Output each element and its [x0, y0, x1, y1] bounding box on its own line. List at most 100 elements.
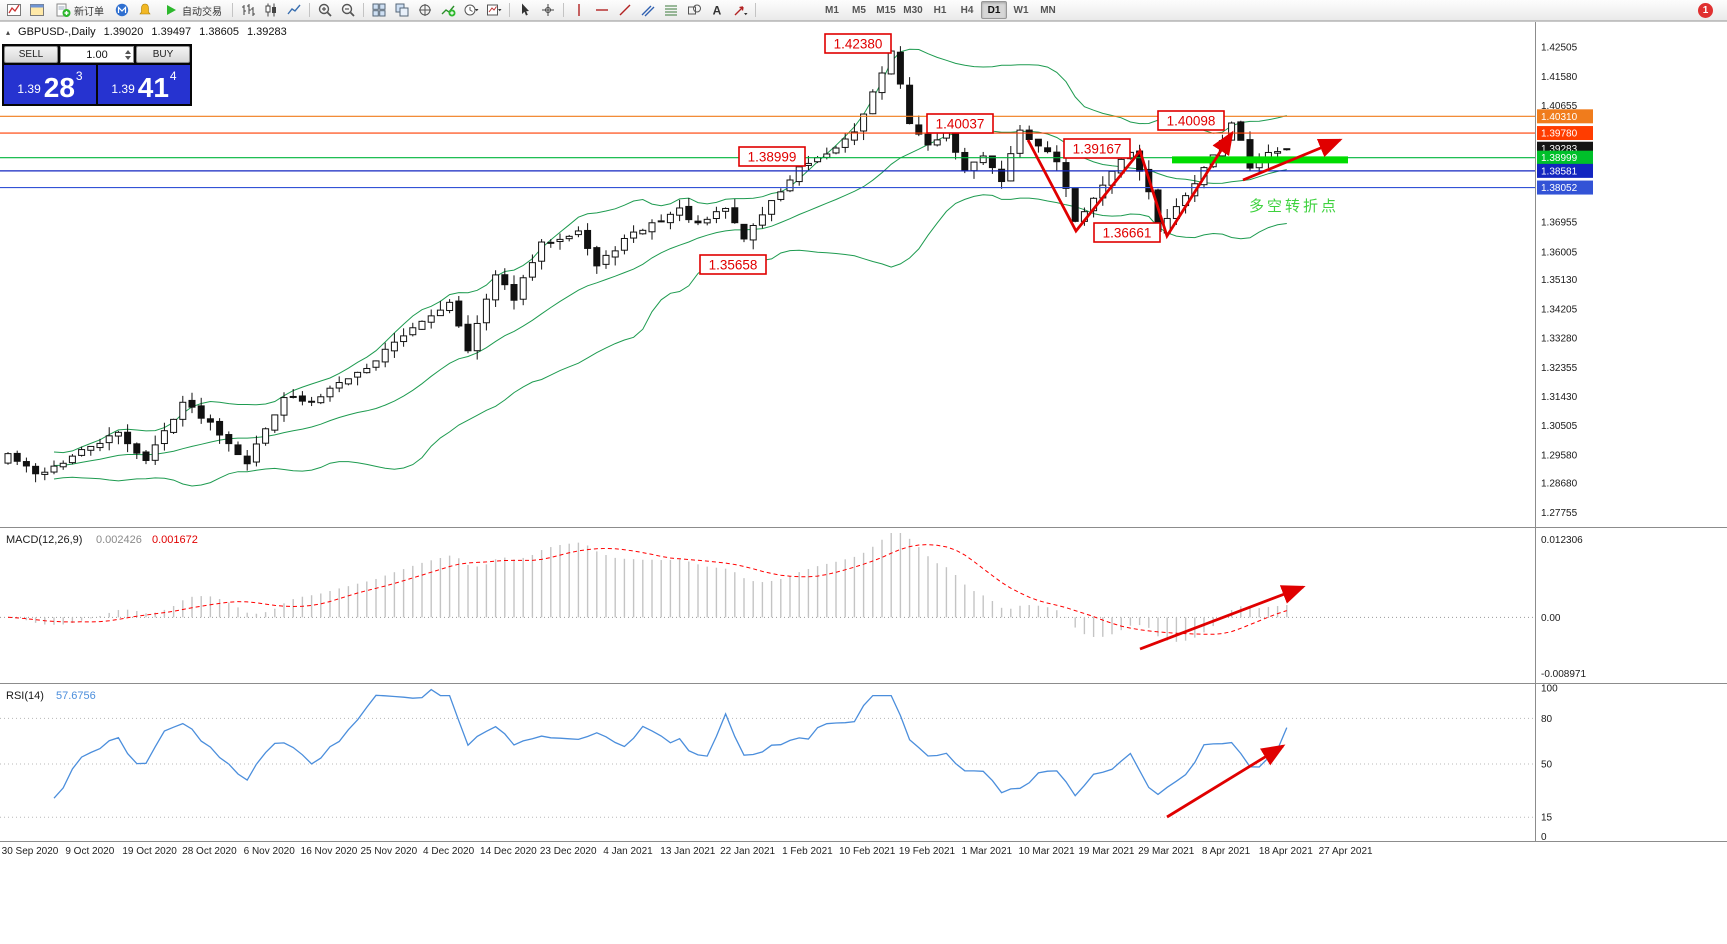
svg-text:6 Nov 2020: 6 Nov 2020 [244, 846, 296, 857]
svg-text:1.28680: 1.28680 [1541, 479, 1578, 490]
svg-text:1.30505: 1.30505 [1541, 421, 1578, 432]
svg-text:19 Feb 2021: 19 Feb 2021 [899, 846, 956, 857]
tile-windows-icon[interactable] [368, 1, 390, 19]
pane-separators [0, 21, 1727, 684]
text-label-icon[interactable]: A [706, 1, 728, 19]
toolbar-divider [232, 3, 233, 17]
svg-text:1.42505: 1.42505 [1541, 43, 1578, 54]
trend-arrows[interactable] [1026, 130, 1343, 240]
alerts-icon[interactable] [134, 1, 156, 19]
timeframe-m15[interactable]: M15 [876, 4, 896, 16]
svg-text:50: 50 [1541, 760, 1553, 771]
svg-text:1.38999: 1.38999 [1541, 153, 1578, 164]
svg-text:18 Apr 2021: 18 Apr 2021 [1259, 846, 1313, 857]
svg-text:0.00: 0.00 [1541, 613, 1561, 624]
notification-badge[interactable]: 1 [1698, 3, 1713, 18]
toolbar-divider [363, 3, 364, 17]
svg-text:10 Mar 2021: 10 Mar 2021 [1019, 846, 1076, 857]
profiles-icon[interactable] [26, 1, 48, 19]
timeframe-m1[interactable]: M1 [825, 4, 839, 16]
volume-value: 1.00 [86, 48, 108, 61]
bar-chart-icon[interactable] [237, 1, 259, 19]
svg-text:80: 80 [1541, 714, 1553, 725]
timeframe-h1[interactable]: H1 [933, 4, 947, 16]
svg-text:1.33280: 1.33280 [1541, 334, 1578, 345]
line-chart-icon[interactable] [283, 1, 305, 19]
trendline-icon[interactable] [614, 1, 636, 19]
timeframe-mn[interactable]: MN [1040, 4, 1056, 16]
svg-text:10 Feb 2021: 10 Feb 2021 [839, 846, 896, 857]
sell-price-sup: 3 [75, 69, 83, 83]
track-chart-icon[interactable] [414, 1, 436, 19]
volume-spinner[interactable] [123, 47, 132, 62]
rsi-trend-arrow[interactable] [1166, 744, 1286, 819]
price-axis[interactable]: 1.42505 1.41580 1.40655 1.36955 1.36005 1.351… [1535, 21, 1727, 844]
vertical-line-icon[interactable] [568, 1, 590, 19]
svg-text:0: 0 [1541, 832, 1547, 843]
chart-symbol-header: ▴ GBPUSD-,Daily 1.39020 1.39497 1.38605 … [6, 26, 287, 38]
volume-input[interactable]: 1.00 [60, 46, 134, 63]
buy-price-prefix: 1.39 [111, 82, 135, 96]
svg-text:22 Jan 2021: 22 Jan 2021 [720, 846, 775, 857]
fibonacci-icon[interactable] [660, 1, 682, 19]
macd-label: MACD(12,26,9) 0.002426 0.001672 [6, 534, 198, 546]
cursor-icon[interactable] [514, 1, 536, 19]
timeframe-m5[interactable]: M5 [852, 4, 866, 16]
toolbar-divider [563, 3, 564, 17]
templates-dropdown-icon[interactable] [483, 1, 505, 19]
horizontal-line-icon[interactable] [591, 1, 613, 19]
svg-text:0.012306: 0.012306 [1541, 535, 1583, 546]
crosshair-icon[interactable] [537, 1, 559, 19]
svg-text:1.36005: 1.36005 [1541, 248, 1578, 259]
buy-button[interactable]: BUY [136, 46, 190, 63]
macd-trend-arrow[interactable] [1139, 585, 1306, 651]
channel-icon[interactable] [637, 1, 659, 19]
spin-down-icon[interactable] [124, 55, 131, 60]
timeframe-h4[interactable]: H4 [960, 4, 974, 16]
svg-text:29 Mar 2021: 29 Mar 2021 [1138, 846, 1195, 857]
metaquotes-icon[interactable] [111, 1, 133, 19]
buy-price-box[interactable]: 1.39 41 4 [98, 65, 190, 104]
zoom-in-icon[interactable] [314, 1, 336, 19]
timeframe-d1[interactable]: D1 [981, 1, 1007, 19]
periods-dropdown-icon[interactable] [460, 1, 482, 19]
candle-chart-icon[interactable] [260, 1, 282, 19]
arrows-tool-icon[interactable] [729, 1, 751, 19]
svg-text:0.001672: 0.001672 [152, 534, 198, 546]
auto-arrange-icon[interactable] [391, 1, 413, 19]
chart-expander-icon[interactable]: ▴ [6, 27, 11, 37]
svg-text:4 Jan 2021: 4 Jan 2021 [603, 846, 653, 857]
ohlc-open: 1.39020 [103, 26, 144, 38]
svg-text:-0.008971: -0.008971 [1541, 669, 1586, 680]
price-callouts[interactable]: 1.42380 1.40037 1.38999 1.39167 1.40098 1.366… [699, 33, 1225, 275]
svg-text:1.38052: 1.38052 [1541, 183, 1578, 194]
time-axis[interactable]: 30 Sep 2020 9 Oct 2020 19 Oct 2020 28 Oct 2… [0, 841, 1727, 858]
new-order-button[interactable]: 新订单 [49, 1, 110, 19]
svg-text:57.6756: 57.6756 [56, 690, 96, 702]
svg-text:多空转折点: 多空转折点 [1249, 198, 1339, 215]
svg-text:0.002426: 0.002426 [96, 534, 142, 546]
toolbar-divider [755, 3, 756, 17]
svg-text:1 Mar 2021: 1 Mar 2021 [962, 846, 1013, 857]
sell-button[interactable]: SELL [4, 46, 58, 63]
svg-text:9 Oct 2020: 9 Oct 2020 [65, 846, 114, 857]
timeframe-w1[interactable]: W1 [1013, 4, 1029, 16]
svg-text:1.40310: 1.40310 [1541, 112, 1578, 123]
indicators-icon[interactable] [437, 1, 459, 19]
zoom-out-icon[interactable] [337, 1, 359, 19]
shapes-icon[interactable] [683, 1, 705, 19]
svg-text:25 Nov 2020: 25 Nov 2020 [360, 846, 417, 857]
svg-text:8 Apr 2021: 8 Apr 2021 [1202, 846, 1251, 857]
svg-text:A: A [713, 4, 722, 18]
svg-text:23 Dec 2020: 23 Dec 2020 [540, 846, 597, 857]
timeframe-m30[interactable]: M30 [903, 4, 923, 16]
new-chart-icon[interactable] [3, 1, 25, 19]
spin-up-icon[interactable] [124, 49, 131, 54]
svg-text:14 Dec 2020: 14 Dec 2020 [480, 846, 537, 857]
autotrade-button[interactable]: 自动交易 [157, 1, 228, 19]
sell-price-box[interactable]: 1.39 28 3 [4, 65, 96, 104]
rsi-line [53, 688, 1288, 799]
symbol-period-label: GBPUSD-,Daily [18, 26, 96, 38]
macd-histogram [16, 533, 1288, 642]
